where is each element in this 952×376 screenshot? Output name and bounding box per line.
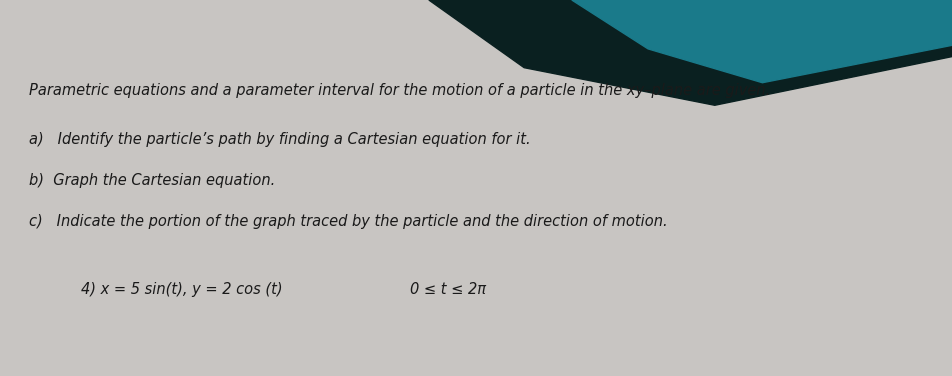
Text: 4) x = 5 sin(t), y = 2 cos (t): 4) x = 5 sin(t), y = 2 cos (t) [81,282,283,297]
Text: c)   Indicate the portion of the graph traced by the particle and the direction : c) Indicate the portion of the graph tra… [29,214,666,229]
Text: a)   Identify the particle’s path by finding a Cartesian equation for it.: a) Identify the particle’s path by findi… [29,132,529,147]
Text: 0 ≤ t ≤ 2π: 0 ≤ t ≤ 2π [409,282,486,297]
Text: Parametric equations and a parameter interval for the motion of a particle in th: Parametric equations and a parameter int… [29,83,769,98]
Text: b)  Graph the Cartesian equation.: b) Graph the Cartesian equation. [29,173,274,188]
Polygon shape [571,0,952,83]
Polygon shape [428,0,952,105]
